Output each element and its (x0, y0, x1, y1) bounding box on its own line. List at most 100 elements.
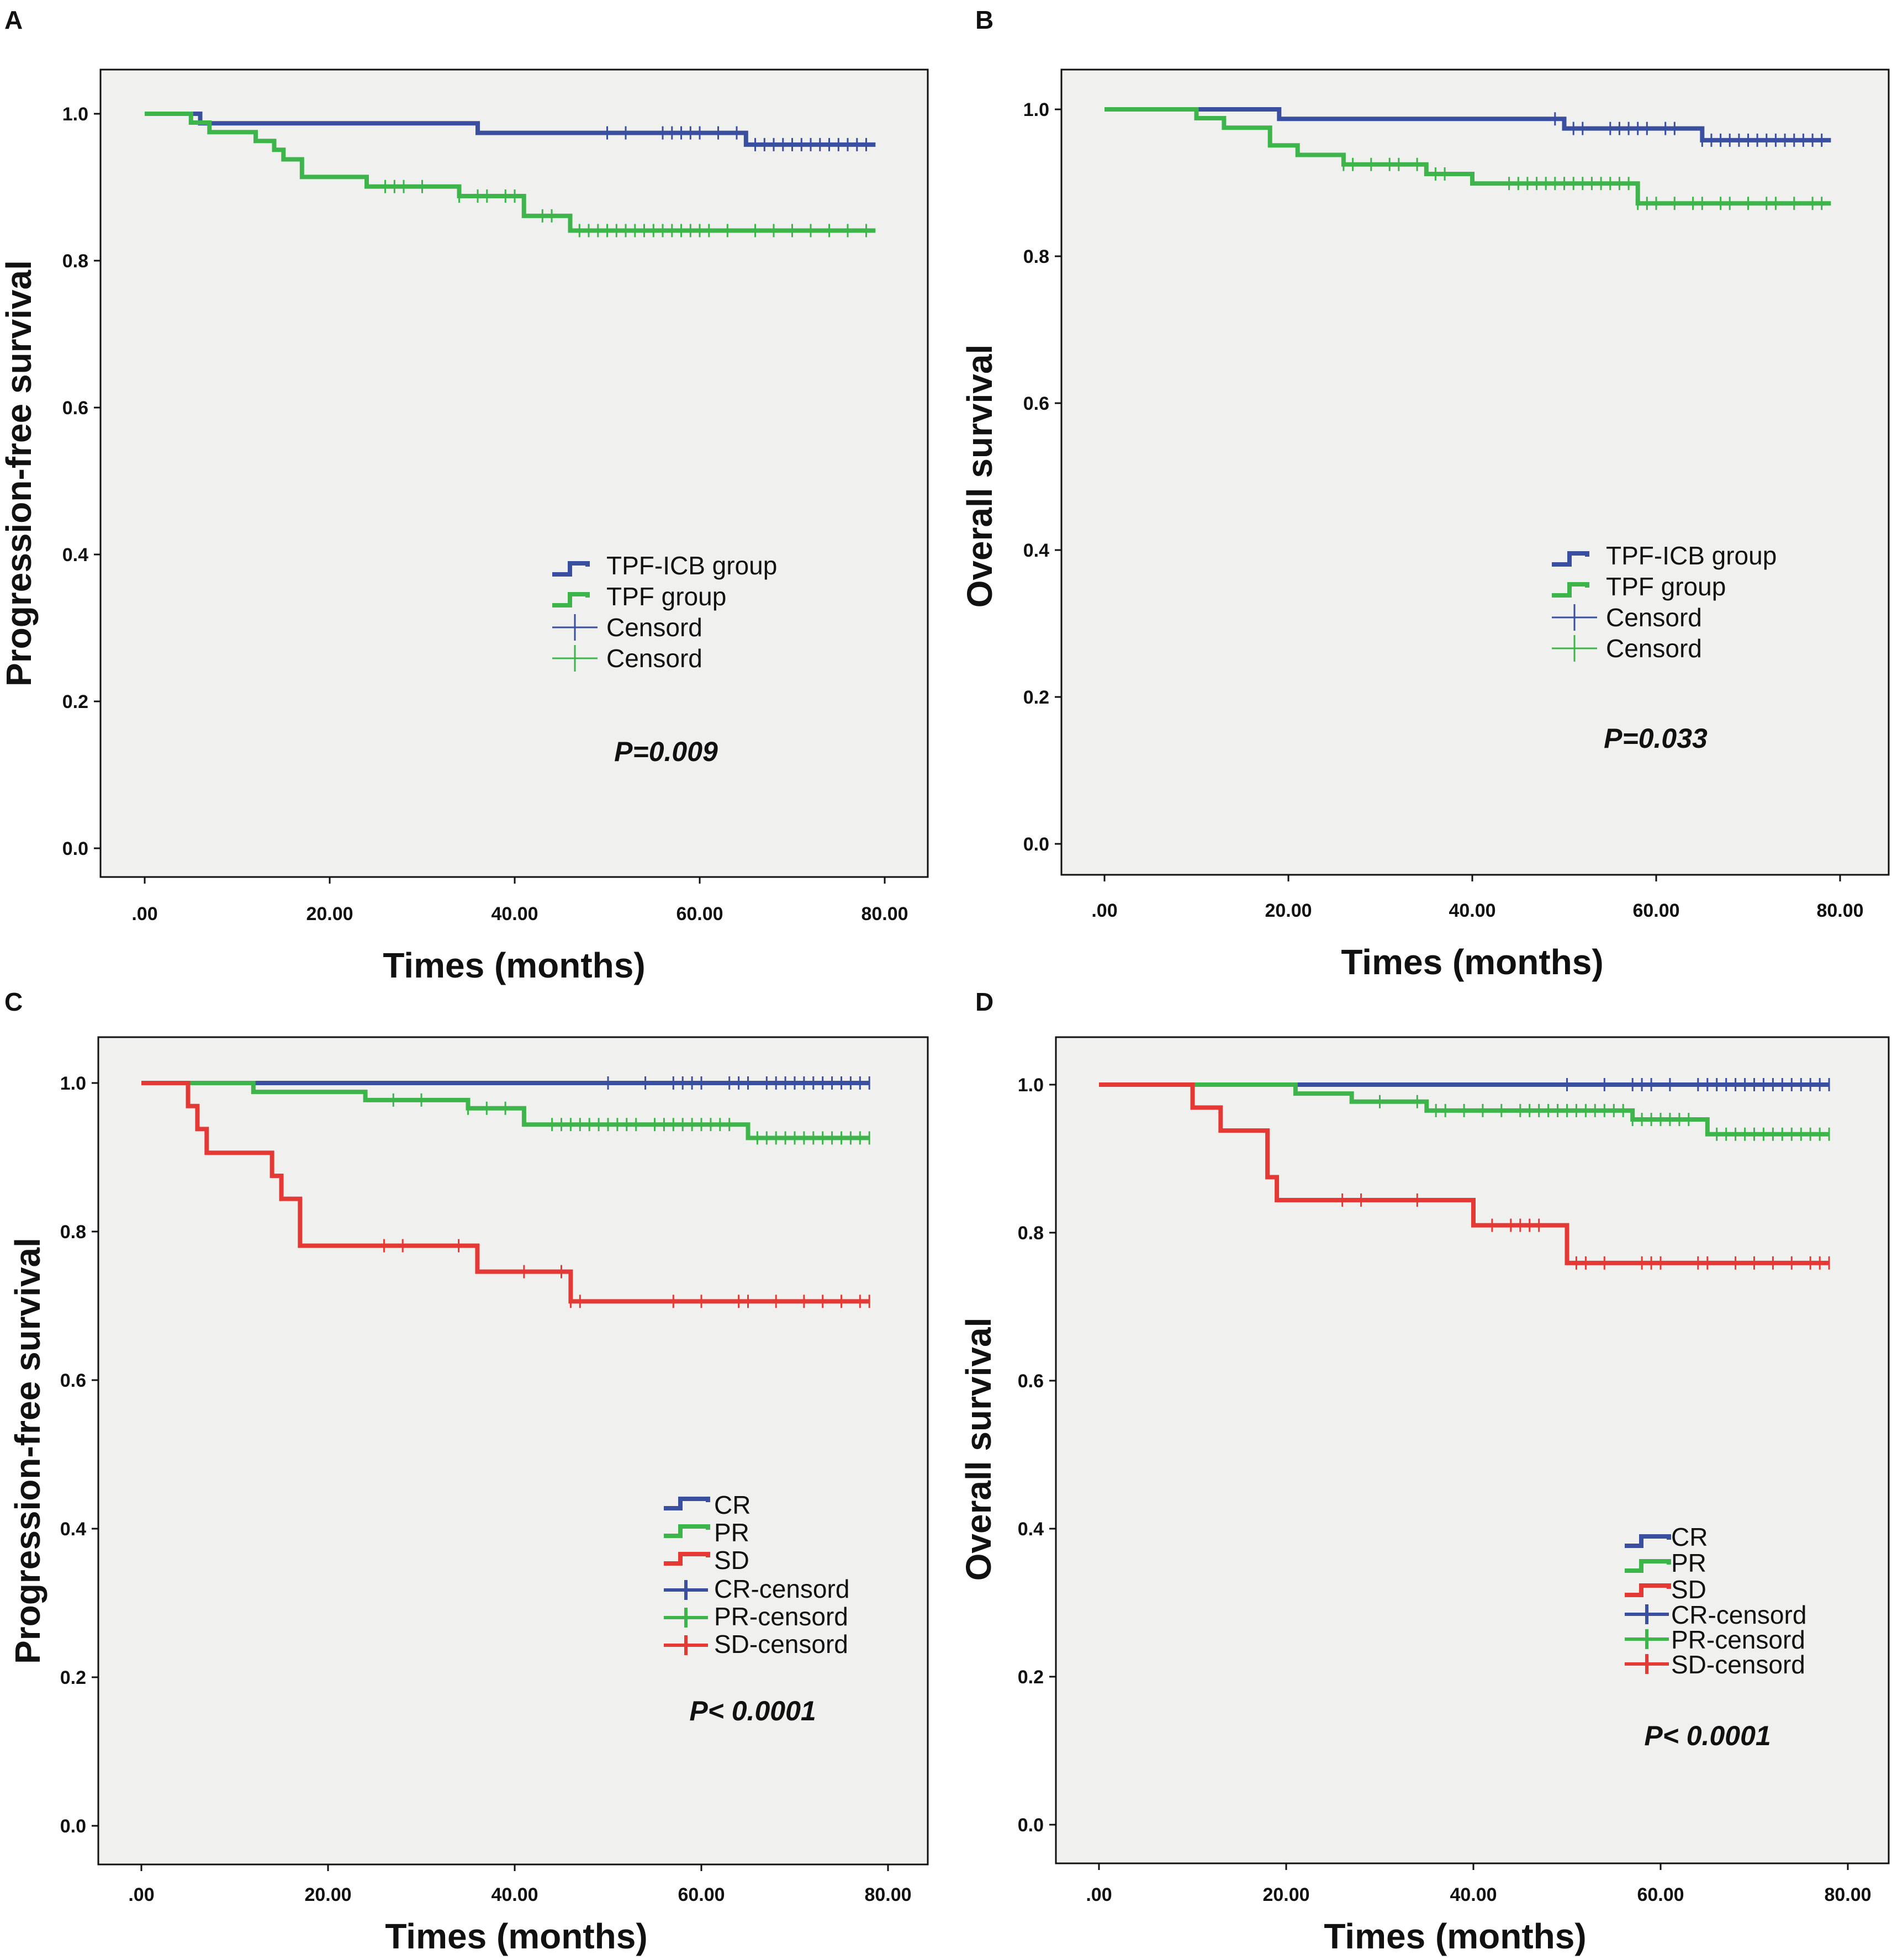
plot-area (99, 68, 929, 878)
legend-label: SD (714, 1546, 749, 1575)
p-value: P=0.033 (1604, 723, 1708, 754)
y-tick-label: 0.6 (1018, 1371, 1044, 1392)
km-curve-sd (1099, 1082, 1830, 1270)
legend: CR PR SD CR-censord PR-censord SD-censor… (1625, 1523, 1806, 1679)
legend-label: CR (1671, 1523, 1708, 1551)
km-step-line (1099, 1082, 1830, 1137)
censor-marks (392, 1093, 870, 1145)
legend-swatch-cross (1552, 604, 1597, 631)
x-tick-label: 40.00 (1450, 1884, 1497, 1905)
y-tick-label: 0.6 (62, 398, 88, 419)
legend-swatch-step (664, 1552, 710, 1566)
legend-label: Censord (1606, 603, 1702, 632)
x-ticks: .00 20.00 40.00 60.00 80.00 (128, 1864, 912, 1905)
y-tick-label: 0.0 (62, 838, 88, 859)
censor-marks (1379, 1095, 1830, 1141)
x-tick-label: 80.00 (861, 904, 908, 924)
legend-swatch-step (664, 1524, 710, 1538)
y-axis-title: Progression-free survival (0, 260, 39, 686)
legend-label: TPF group (606, 582, 726, 611)
x-tick-label: 20.00 (1265, 900, 1312, 921)
legend-swatch-step (552, 592, 590, 607)
panel-c: C 0.0 0.2 0.4 0.6 0.8 1.0 .00 20.00 40.0… (4, 987, 929, 1956)
y-tick-label: 1.0 (1023, 99, 1049, 120)
x-tick-label: 40.00 (491, 1884, 538, 1905)
y-tick-label: 0.2 (60, 1667, 86, 1688)
y-tick-label: 1.0 (1018, 1075, 1044, 1096)
panel-a: A 0.0 0.2 0.4 0.6 0.8 1.0 .00 20.00 40.0… (0, 6, 929, 985)
legend-label: PR (1671, 1549, 1706, 1577)
km-step-line (1104, 107, 1831, 206)
legend: CR PR SD CR-censord PR-censord SD-censor… (664, 1491, 849, 1658)
y-tick-label: 0.6 (60, 1370, 86, 1391)
censor-marks (1554, 112, 1823, 147)
legend-swatch-step (1552, 551, 1589, 567)
legend-swatch-cross (1625, 1604, 1669, 1624)
legend-label: TPF-ICB group (1606, 541, 1777, 570)
legend-label: TPF group (1606, 572, 1726, 601)
km-curve-tpf (1104, 107, 1831, 210)
censor-marks (606, 126, 867, 151)
legend-label: Censord (606, 644, 702, 673)
legend-swatch-cross (664, 1635, 708, 1655)
legend-label: Censord (606, 613, 702, 642)
x-axis-title: Times (months) (1324, 1916, 1586, 1956)
censor-marks (1341, 1193, 1830, 1270)
panel-letter: C (4, 987, 23, 1016)
x-tick-label: 40.00 (1449, 900, 1495, 921)
km-curve-sd (141, 1081, 870, 1308)
y-tick-label: 0.0 (1023, 834, 1049, 855)
y-tick-label: 0.4 (1023, 540, 1049, 561)
y-tick-label: 0.2 (1023, 687, 1049, 708)
legend-swatch-cross (664, 1608, 708, 1628)
km-curve-pr (141, 1081, 870, 1145)
x-tick-label: .00 (1086, 1884, 1112, 1905)
plot-area (97, 1036, 929, 1866)
legend-swatch-step (1625, 1534, 1671, 1548)
y-axis-title: Overall survival (960, 345, 1000, 608)
plot-area (1055, 1036, 1890, 1864)
legend-swatch-cross (1625, 1654, 1669, 1674)
x-ticks: .00 20.00 40.00 60.00 80.00 (1091, 875, 1864, 921)
x-tick-label: 20.00 (1262, 1884, 1309, 1905)
km-curve-tpf-icb (1104, 107, 1831, 147)
y-tick-label: 0.8 (1018, 1223, 1044, 1244)
legend-label: CR (714, 1491, 751, 1519)
y-tick-label: 0.8 (1023, 246, 1049, 267)
legend-swatch-step (664, 1497, 710, 1510)
y-tick-label: 0.8 (60, 1222, 86, 1243)
y-tick-label: 0.0 (60, 1816, 86, 1837)
legend-label: SD (1671, 1575, 1706, 1604)
legend-swatch-step (1625, 1583, 1671, 1597)
legend-swatch-cross (1552, 635, 1597, 662)
x-tick-label: 60.00 (676, 904, 723, 924)
x-tick-label: 80.00 (1816, 900, 1863, 921)
km-step-line (1099, 1082, 1830, 1265)
y-ticks: 0.0 0.2 0.4 0.6 0.8 1.0 (60, 1073, 98, 1837)
legend-swatch-cross (1625, 1629, 1669, 1649)
panel-letter: B (975, 6, 993, 34)
y-ticks: 0.0 0.2 0.4 0.6 0.8 1.0 (1018, 1075, 1056, 1836)
legend-swatch-cross (552, 645, 598, 672)
x-axis-title: Times (months) (385, 1916, 647, 1956)
legend: TPF-ICB group TPF group Censord Censord (1552, 541, 1777, 663)
legend-swatch-cross (552, 614, 598, 641)
km-curve-tpf (145, 112, 876, 237)
y-tick-label: 0.4 (60, 1519, 86, 1540)
legend-swatch-cross (664, 1580, 708, 1600)
legend-swatch-step (1552, 582, 1589, 598)
panel-letter: A (4, 6, 23, 34)
y-tick-label: 0.8 (62, 251, 88, 272)
panel-d: D 0.0 0.2 0.4 0.6 0.8 1.0 .00 20.00 40.0… (959, 987, 1890, 1956)
x-axis-title: Times (months) (383, 945, 645, 985)
legend-label: CR-censord (1671, 1600, 1806, 1629)
y-tick-label: 0.6 (1023, 393, 1049, 414)
legend-label: SD-censord (1671, 1650, 1805, 1679)
legend-label: PR-censord (714, 1602, 848, 1631)
y-tick-label: 0.2 (62, 691, 88, 712)
x-tick-label: .00 (131, 904, 157, 924)
y-axis-title: Overall survival (959, 1318, 998, 1581)
legend: TPF-ICB group TPF group Censord Censord (552, 551, 777, 673)
censor-marks (1343, 157, 1823, 210)
p-value: P=0.009 (614, 736, 718, 767)
